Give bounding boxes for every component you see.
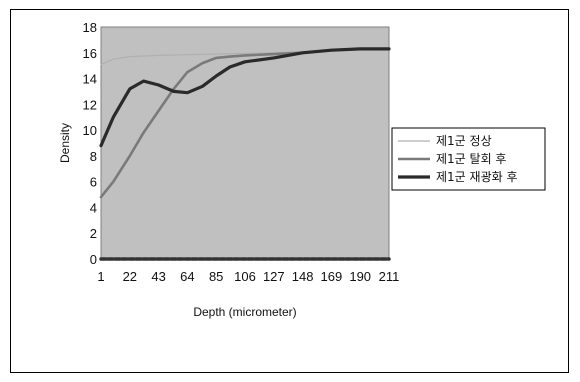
x-tick-label: 43 — [151, 269, 165, 284]
x-tick-label: 85 — [209, 269, 223, 284]
y-tick-label: 10 — [83, 123, 97, 138]
y-tick-label: 16 — [83, 46, 97, 61]
x-tick-label: 211 — [379, 269, 400, 284]
x-tick-label: 64 — [180, 269, 194, 284]
x-tick-label: 169 — [321, 269, 343, 284]
legend-label: 제1군 정상 — [436, 134, 492, 148]
series-line-2 — [99, 47, 391, 148]
y-tick-label: 14 — [83, 72, 97, 87]
legend-label: 제1군 재광화 후 — [436, 170, 518, 184]
y-tick-label: 0 — [90, 252, 97, 267]
x-tick-label: 190 — [349, 269, 371, 284]
y-tick-label: 4 — [90, 200, 97, 215]
y-tick-label: 6 — [90, 175, 97, 190]
chart-frame: 0 2 4 6 8 10 12 14 16 18 1 22 43 64 85 106 127 148 169 190… — [10, 9, 569, 373]
x-tick-label: 22 — [123, 269, 137, 284]
plot-area — [100, 26, 390, 260]
x-axis-title: Depth (micrometer) — [193, 305, 296, 319]
y-tick-label: 12 — [83, 97, 97, 112]
y-tick-label: 2 — [90, 226, 97, 241]
x-tick-label: 1 — [97, 269, 104, 284]
x-tick-label: 106 — [234, 269, 256, 284]
y-tick-label: 18 — [83, 20, 97, 35]
y-axis-title: Density — [58, 123, 72, 163]
x-tick-label: 127 — [263, 269, 285, 284]
y-tick-label: 8 — [90, 149, 97, 164]
legend-label: 제1군 탈회 후 — [436, 152, 506, 166]
x-tick-label: 148 — [292, 269, 314, 284]
line-chart: 0 2 4 6 8 10 12 14 16 18 1 22 43 64 85 106 127 148 169 190… — [58, 20, 546, 319]
